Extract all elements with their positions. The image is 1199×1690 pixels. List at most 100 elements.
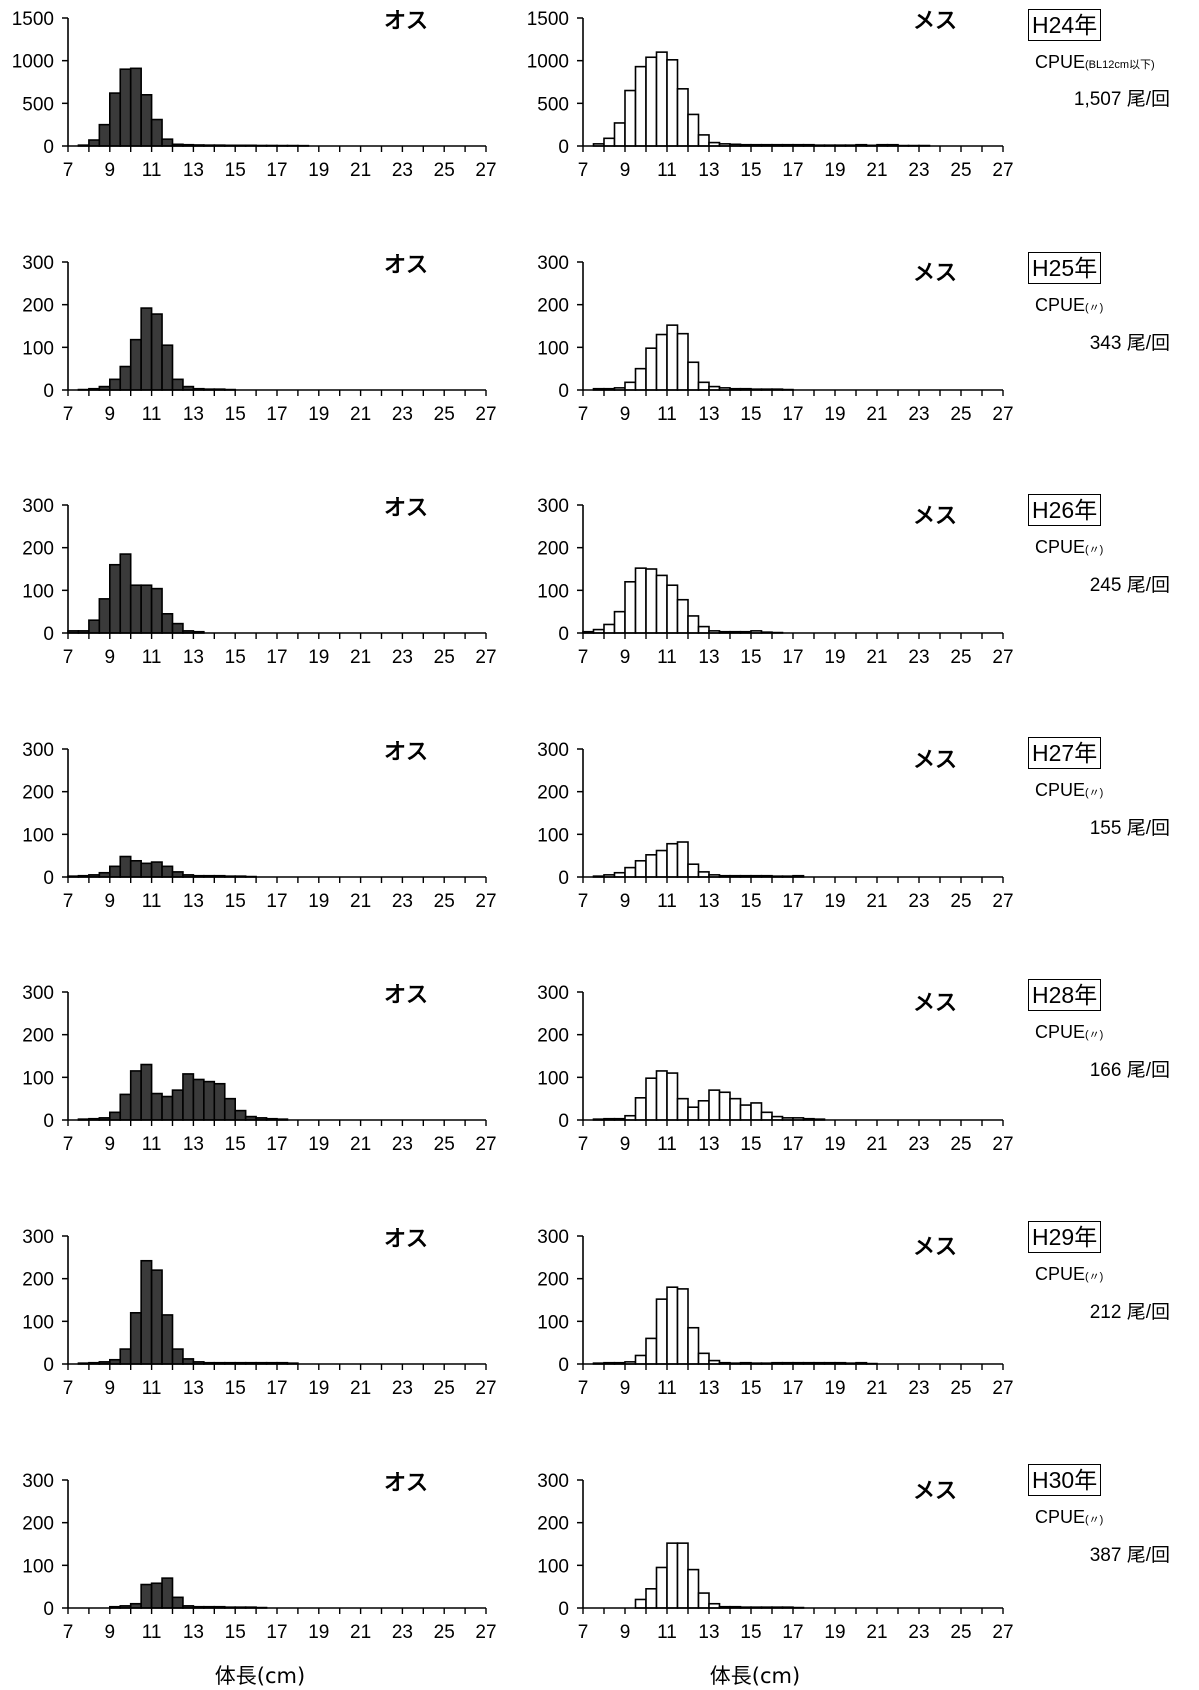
- x-tick-label: 23: [392, 160, 413, 181]
- year-label: H25年: [1028, 252, 1101, 284]
- male-series-label: オス: [384, 496, 428, 521]
- x-tick-label: 13: [183, 1622, 204, 1643]
- x-tick-label: 15: [225, 647, 246, 668]
- x-tick-label: 13: [698, 647, 719, 668]
- cpue-note: (〃): [1085, 1271, 1103, 1283]
- female-series-label: メス: [913, 991, 957, 1016]
- x-tick-label: 27: [475, 647, 496, 668]
- x-tick-label: 17: [266, 891, 287, 912]
- histogram-bar: [625, 382, 636, 390]
- y-tick-label: 0: [43, 1599, 54, 1620]
- histogram-bar: [141, 95, 151, 146]
- x-tick-label: 13: [183, 1378, 204, 1399]
- histogram-bar: [699, 135, 710, 146]
- histogram-bar: [162, 1097, 172, 1120]
- x-tick-label: 25: [434, 1134, 455, 1155]
- x-tick-label: 11: [657, 1134, 677, 1155]
- histogram-bar: [110, 379, 120, 390]
- male-series-label: オス: [384, 1471, 428, 1496]
- histogram-bar: [152, 1094, 162, 1120]
- histogram-bar: [762, 1112, 773, 1120]
- x-tick-label: 15: [740, 160, 761, 181]
- x-tick-label: 15: [225, 404, 246, 425]
- histogram-bar: [678, 600, 689, 633]
- x-tick-label: 21: [350, 160, 371, 181]
- histogram-bar: [99, 599, 109, 633]
- x-tick-label: 7: [578, 891, 589, 912]
- x-tick-label: 25: [950, 647, 971, 668]
- y-tick-label: 100: [537, 825, 569, 846]
- year-label: H24年: [1028, 9, 1101, 41]
- female-series-label: メス: [913, 504, 957, 529]
- x-tick-label: 7: [63, 404, 74, 425]
- histogram-bar: [636, 369, 647, 390]
- histogram-bar: [193, 1079, 203, 1120]
- y-tick-label: 300: [537, 740, 569, 761]
- x-tick-label: 11: [657, 1378, 677, 1399]
- y-tick-label: 500: [537, 94, 569, 115]
- x-tick-label: 13: [698, 1378, 719, 1399]
- y-tick-label: 300: [22, 496, 54, 517]
- y-tick-label: 0: [43, 137, 54, 158]
- x-tick-label: 9: [105, 1134, 116, 1155]
- y-tick-label: 200: [22, 1270, 54, 1291]
- y-tick-label: 100: [22, 1068, 54, 1089]
- y-tick-label: 100: [22, 825, 54, 846]
- x-tick-label: 11: [657, 1622, 677, 1643]
- cpue-value: 1,507 尾/回: [1040, 84, 1170, 111]
- x-tick-label: 9: [620, 1378, 631, 1399]
- x-tick-label: 13: [698, 1622, 719, 1643]
- female-series-label: メス: [913, 261, 957, 286]
- x-tick-label: 27: [992, 404, 1013, 425]
- histogram-bar: [162, 614, 172, 633]
- y-tick-label: 100: [537, 581, 569, 602]
- x-tick-label: 27: [475, 891, 496, 912]
- cpue-number: 343: [1090, 333, 1122, 354]
- x-tick-label: 19: [308, 1134, 329, 1155]
- x-tick-label: 17: [266, 1622, 287, 1643]
- histogram-bar: [110, 565, 120, 633]
- histogram-bar: [730, 1099, 741, 1120]
- x-tick-label: 17: [782, 1622, 803, 1643]
- cpue-value: 166 尾/回: [1040, 1055, 1170, 1082]
- year-label: H26年: [1028, 494, 1101, 526]
- histogram-bar: [699, 382, 710, 390]
- cpue-note: (〃): [1085, 544, 1103, 556]
- histogram-bar: [615, 123, 626, 146]
- histogram-bar: [699, 1101, 710, 1120]
- histogram-bar: [162, 345, 172, 390]
- x-tick-label: 21: [866, 1134, 887, 1155]
- histogram-bar: [657, 851, 668, 877]
- x-tick-label: 23: [908, 1134, 929, 1155]
- y-tick-label: 1000: [527, 52, 569, 73]
- x-tick-label: 23: [908, 891, 929, 912]
- x-axis-label-female: 体長(cm): [655, 1660, 855, 1690]
- histogram-bar: [110, 1112, 120, 1120]
- histogram-bar: [657, 1071, 668, 1120]
- y-tick-label: 200: [22, 1026, 54, 1047]
- y-tick-label: 0: [558, 1355, 569, 1376]
- x-tick-label: 11: [142, 1134, 162, 1155]
- histogram-bar: [636, 568, 647, 633]
- x-tick-label: 13: [698, 160, 719, 181]
- cpue-number: 166: [1090, 1060, 1122, 1081]
- cpue-number: 245: [1090, 575, 1122, 596]
- x-tick-label: 27: [475, 160, 496, 181]
- cpue-unit: 尾/回: [1127, 818, 1170, 839]
- x-tick-label: 7: [63, 1134, 74, 1155]
- y-tick-label: 100: [22, 581, 54, 602]
- histogram-bar: [173, 624, 183, 633]
- year-label: H29年: [1028, 1221, 1101, 1253]
- x-tick-label: 19: [824, 404, 845, 425]
- x-tick-label: 7: [578, 160, 589, 181]
- histogram-bar: [678, 334, 689, 390]
- male-series-label: オス: [384, 983, 428, 1008]
- x-tick-label: 17: [782, 160, 803, 181]
- histogram-bar: [657, 52, 668, 146]
- histogram-bar: [141, 863, 151, 877]
- histogram-bar: [141, 1065, 151, 1120]
- x-tick-label: 25: [434, 404, 455, 425]
- histogram-bar: [678, 1543, 689, 1608]
- x-tick-label: 9: [105, 1622, 116, 1643]
